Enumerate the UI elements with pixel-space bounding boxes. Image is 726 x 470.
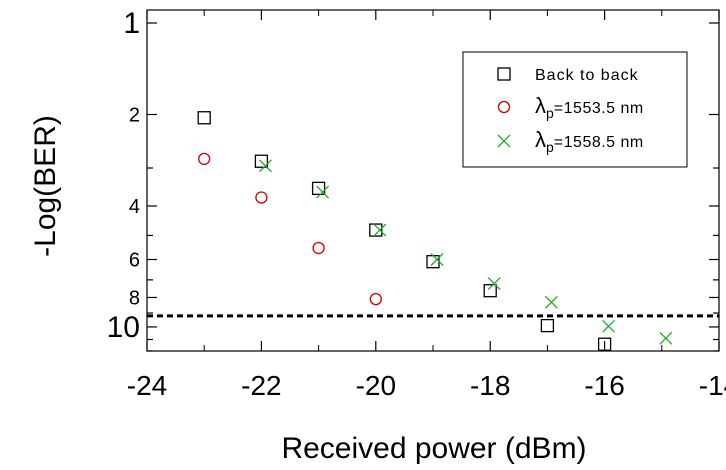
data-point-x: [316, 185, 330, 199]
data-points: [197, 111, 673, 351]
data-point-square: [369, 223, 383, 237]
x-tick-label: -14: [699, 370, 726, 401]
legend-lambda-1553: λ: [535, 93, 546, 118]
y-tick-label: 2: [129, 104, 140, 126]
data-point-square: [197, 111, 211, 125]
y-axis-title: -Log(BER): [29, 115, 62, 257]
data-point-square: [254, 154, 269, 168]
axis-tick-labels: -24 -22 -20 -18 -16 -14 1 2 4 6 810: [107, 7, 726, 401]
legend-sub-1553: p: [546, 105, 554, 121]
data-point-circle: [198, 152, 211, 166]
legend: Back to back λp=1553.5 nm λp=1558.5 nm: [462, 51, 688, 168]
data-point-circle: [255, 191, 268, 204]
axis-ticks: [146, 10, 720, 352]
data-point-square: [597, 337, 612, 351]
legend-lambda-1558: λ: [535, 127, 546, 152]
data-point-square: [540, 318, 555, 333]
data-point-square: [426, 255, 440, 269]
y-tick-label: 4: [129, 196, 140, 218]
data-point-square: [483, 284, 497, 298]
legend-box: [462, 51, 688, 168]
legend-label-1553: λp=1553.5 nm: [535, 93, 644, 121]
x-tick-label: -18: [470, 370, 510, 401]
x-axis-title: Received power (dBm): [281, 432, 586, 465]
data-point-circle: [312, 241, 325, 255]
data-point-x: [544, 295, 558, 309]
data-point-x: [430, 253, 444, 266]
x-tick-label: -22: [241, 370, 281, 401]
y-tick-label: 1: [123, 7, 140, 40]
legend-marker-square: [497, 67, 511, 81]
x-tick-label: -24: [127, 370, 167, 401]
legend-marker-circle: [497, 100, 511, 114]
legend-sub-1558: p: [546, 139, 554, 155]
y-tick-label: 6: [129, 250, 140, 272]
data-point-x: [373, 223, 387, 237]
data-point-x: [602, 319, 616, 333]
data-point-square: [311, 181, 326, 196]
data-point-circle: [369, 292, 382, 306]
data-point-x: [258, 159, 272, 173]
legend-value-1558: =1558.5 nm: [554, 134, 644, 151]
legend-label-back-to-back: Back to back: [535, 67, 639, 84]
y-tick-label: 8: [129, 287, 140, 309]
legend-value-1553: =1553.5 nm: [554, 100, 644, 117]
legend-label-1558: λp=1558.5 nm: [535, 127, 644, 155]
legend-marker-x: [497, 134, 511, 148]
data-point-x: [487, 277, 501, 291]
x-tick-label: -16: [584, 370, 624, 401]
x-tick-label: -20: [356, 370, 396, 401]
y-tick-label: 10: [107, 311, 140, 344]
legend-markers: [497, 67, 511, 148]
data-point-x: [659, 331, 673, 345]
